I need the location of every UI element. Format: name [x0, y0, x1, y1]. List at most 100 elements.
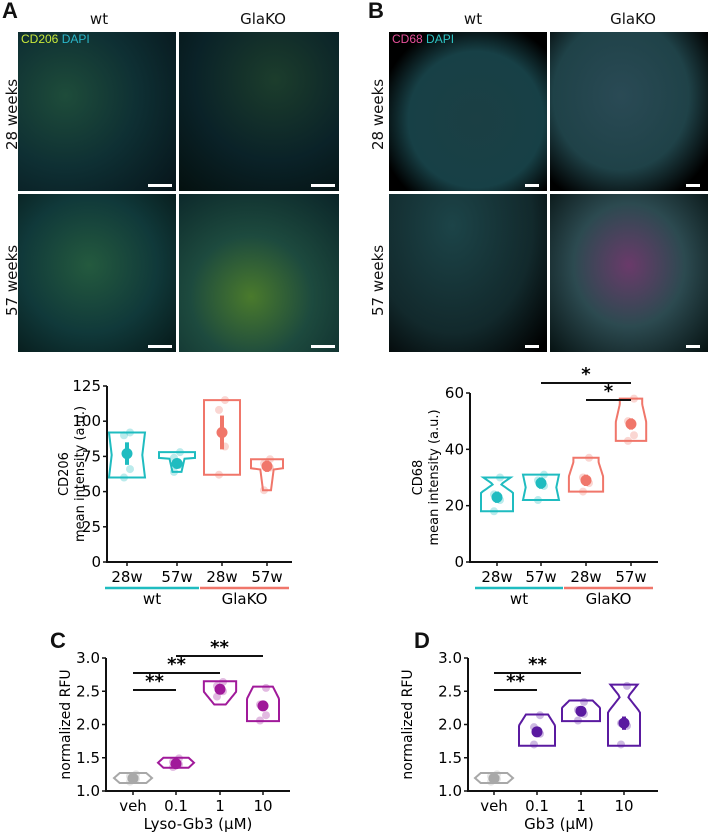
significance-label: ** [167, 654, 186, 675]
x-tick-label: 10 [614, 797, 633, 815]
y-tick-label: 1.5 [76, 749, 100, 767]
data-point [630, 394, 638, 403]
y-axis-label: CD68 [411, 460, 426, 496]
scale-bar [148, 345, 172, 348]
panel-b-col-wt: wt [463, 10, 483, 28]
mean-marker [625, 418, 637, 430]
y-tick-label: 3.0 [438, 649, 462, 667]
chart-d-gb3: 1.0 1.5 2.0 2.5 3.0 normalized RFU veh 0.1 1 10 Gb… [400, 649, 658, 832]
violin-outline [561, 699, 601, 723]
chart-b-cd68: 0 20 40 60 CD68 mean intensity (a.u.) 28w 57w 28… [411, 364, 658, 608]
micrograph-a-wt-57w [18, 194, 176, 352]
y-tick-label: 125 [72, 377, 101, 395]
data-point [536, 711, 544, 720]
violin-outline [567, 456, 605, 493]
y-tick-label: 75 [82, 447, 101, 465]
scale-bar [525, 184, 539, 187]
micrograph-a-glako-57w [179, 194, 339, 352]
data-point [260, 486, 268, 495]
x-tick-label: 10 [253, 797, 272, 815]
y-tick-label: 25 [82, 518, 101, 536]
x-tick-label: 0.1 [164, 797, 188, 815]
mean-marker [214, 683, 226, 695]
x-tick-label: 0.1 [525, 797, 549, 815]
micrograph-b-glako-57w [550, 194, 708, 352]
violin-outline [607, 683, 641, 747]
data-point [170, 467, 178, 476]
scale-bar [148, 184, 172, 187]
x-tick-label: 1 [576, 797, 586, 815]
x-tick-label: 28w [206, 568, 237, 586]
data-point [221, 396, 229, 405]
y-axis-label: normalized RFU [400, 669, 416, 779]
data-point [623, 681, 631, 690]
mean-marker [531, 726, 543, 738]
significance-label: ** [506, 671, 525, 692]
stain-counter-label: DAPI [61, 32, 90, 46]
x-tick-label: 28w [570, 568, 601, 586]
stain-legend-b: CD68 DAPI [392, 32, 454, 46]
data-point [630, 431, 638, 440]
data-point [256, 716, 264, 725]
y-axis-label: mean intensity (a.u.) [73, 406, 88, 542]
mean-marker [618, 717, 630, 729]
violin-outline [614, 397, 648, 442]
mean-marker [216, 426, 228, 438]
mean-marker [575, 705, 587, 717]
y-tick-label: 0 [454, 553, 464, 571]
micrograph-b-wt-28w: CD68 DAPI [389, 32, 547, 191]
micrograph-b-wt-57w [389, 194, 547, 352]
data-point [126, 465, 134, 474]
mean-marker [127, 772, 139, 784]
y-tick-label: 1.0 [438, 782, 462, 800]
violin-outline [518, 713, 556, 747]
violin-outline [158, 451, 196, 473]
mean-marker [580, 474, 592, 486]
data-point [120, 431, 128, 440]
y-tick-label: 2.5 [76, 682, 100, 700]
violin-outline [202, 680, 238, 706]
data-point [262, 683, 270, 692]
y-tick-label: 20 [445, 497, 464, 515]
data-point [490, 507, 498, 516]
group-label: wt [510, 590, 528, 608]
panel-b-row-28w: 28 weeks [369, 78, 387, 150]
y-tick-label: 40 [445, 440, 464, 458]
x-axis-label: Lyso-Gb3 (μM) [144, 815, 253, 832]
violin-outline [250, 458, 284, 492]
x-tick-label: 57w [251, 568, 282, 586]
data-point [574, 716, 582, 725]
micrograph-a-glako-28w [179, 32, 339, 191]
x-tick-label: veh [119, 797, 147, 815]
y-tick-label: 0 [91, 553, 101, 571]
mean-marker [121, 448, 133, 460]
y-tick-label: 50 [82, 483, 101, 501]
y-tick-label: 1.5 [438, 749, 462, 767]
y-axis-label: normalized RFU [58, 669, 74, 779]
mean-marker [488, 772, 500, 784]
y-axis-label: mean intensity (a.u.) [427, 409, 442, 545]
micrograph-b-glako-28w [550, 32, 708, 191]
violin-outline [480, 476, 514, 513]
stain-legend-a: CD206 DAPI [21, 32, 90, 46]
violin-outline [107, 431, 147, 479]
micrograph-a-wt-28w: CD206 DAPI [18, 32, 176, 191]
data-point [176, 448, 184, 457]
significance-label: * [604, 381, 614, 402]
data-point [540, 470, 548, 479]
data-point [580, 697, 588, 706]
scale-bar [525, 345, 539, 348]
data-point [579, 487, 587, 496]
data-point [215, 405, 223, 414]
data-point [215, 470, 223, 479]
mean-marker [491, 491, 503, 503]
data-point [534, 496, 542, 505]
violin-outline [521, 473, 561, 502]
violin-outline [473, 772, 515, 785]
panel-b-col-glako: GlaKO [610, 10, 656, 28]
panel-b-row-57w: 57 weeks [369, 244, 387, 316]
panel-letter-b: B [368, 0, 384, 23]
y-tick-label: 3.0 [76, 649, 100, 667]
y-axis-label: CD206 [57, 452, 72, 496]
